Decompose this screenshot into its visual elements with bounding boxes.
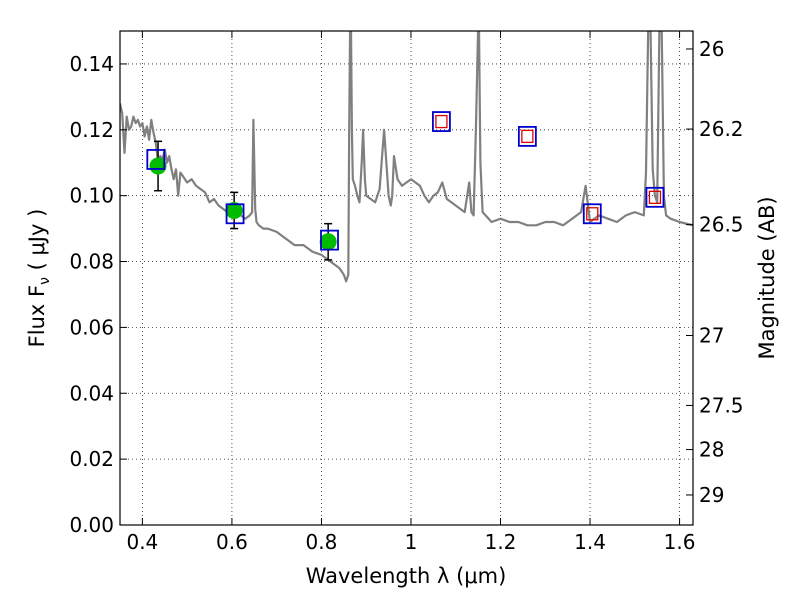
model-photometry-box (146, 149, 166, 170)
model-photometry-box (517, 125, 537, 147)
mag-tick-label: 26.2 (699, 117, 744, 141)
x-tick-label: 1 (405, 530, 418, 554)
ir-photometry-point (521, 129, 534, 144)
mag-tick-label: 27 (699, 323, 724, 347)
model-photometry-box (320, 229, 339, 251)
ir-photometry-point (648, 190, 662, 204)
x-tick-label: 0.4 (126, 530, 158, 554)
y-tick-label: 0.08 (69, 250, 114, 274)
mag-tick-label: 26 (699, 37, 724, 61)
model-photometry-box (645, 186, 665, 208)
x-tick-label: 0.6 (216, 530, 248, 554)
x-tick-label: 1.6 (664, 530, 696, 554)
observed-data-point (149, 157, 167, 175)
y-axis-label-unit: ( μJy ) (25, 209, 49, 277)
y-axis-label-main: Flux F (25, 285, 49, 347)
model-photometry-box (582, 203, 602, 225)
model-spectrum-line (120, 31, 693, 283)
ir-photometry-point (435, 114, 448, 129)
grid-lines (120, 31, 693, 526)
axis-ticks: 0.4 0.6 0.8 1 1.2 1.4 1.6 0.00 0.02 0.04 0.06 0.08 0… (69, 31, 744, 554)
mag-tick-label: 28 (699, 438, 724, 462)
y-tick-label: 0.02 (69, 447, 114, 471)
mag-tick-label: 29 (699, 483, 724, 507)
x-axis-label: Wavelength λ (μm) (306, 564, 507, 588)
y-axis-label: Flux Fν ( μJy ) (25, 209, 53, 348)
ir-photometry-point (586, 207, 599, 221)
x-tick-label: 0.8 (306, 530, 338, 554)
x-tick-label: 1.4 (574, 530, 606, 554)
plot-area (120, 31, 693, 283)
y-tick-label: 0.04 (69, 381, 114, 405)
right-axis-label: Magnitude (AB) (755, 196, 779, 359)
model-photometry-box (432, 111, 451, 132)
y-tick-label: 0.12 (69, 118, 114, 142)
mag-tick-label: 27.5 (699, 393, 744, 417)
x-tick-label: 1.2 (485, 530, 517, 554)
model-photometry-box (225, 203, 245, 225)
plot-frame (119, 30, 694, 526)
y-axis-label-subscript: ν (37, 277, 53, 285)
observed-data-point (319, 233, 337, 251)
y-tick-label: 0.14 (69, 52, 114, 76)
y-tick-label: 0.10 (69, 184, 114, 208)
y-tick-label: 0.00 (69, 513, 114, 537)
y-tick-label: 0.06 (69, 315, 114, 339)
mag-tick-label: 26.5 (699, 213, 744, 237)
